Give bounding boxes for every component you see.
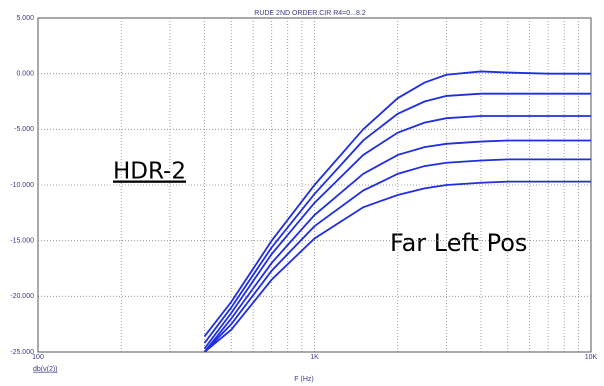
data-line xyxy=(203,92,591,344)
data-line xyxy=(203,115,591,350)
annotation: Far Left Pos xyxy=(390,229,527,257)
x-axis-label: F (Hz) xyxy=(294,376,313,383)
annotation: HDR-2 xyxy=(113,159,186,185)
y-tick-label: -20.000 xyxy=(10,293,34,300)
y-tick-label: 5.000 xyxy=(16,15,34,22)
y-axis-label: db(v(2)) xyxy=(33,366,58,373)
y-tick-label: -25.000 xyxy=(10,349,34,356)
y-tick-label: 0.000 xyxy=(16,71,34,78)
data-line xyxy=(203,139,591,353)
x-tick-label: 10K xyxy=(585,354,598,361)
data-line xyxy=(203,180,591,353)
data-line xyxy=(203,158,591,353)
y-tick-label: -10.000 xyxy=(10,182,34,189)
x-tick-label: 1K xyxy=(310,354,319,361)
chart-title: RUDE 2ND ORDER.CIR R4=0...8.2 xyxy=(254,10,366,17)
y-tick-label: -5.000 xyxy=(14,126,34,133)
x-tick-label: 100 xyxy=(32,354,44,361)
data-line xyxy=(203,70,591,337)
y-tick-label: -15.000 xyxy=(10,238,34,245)
